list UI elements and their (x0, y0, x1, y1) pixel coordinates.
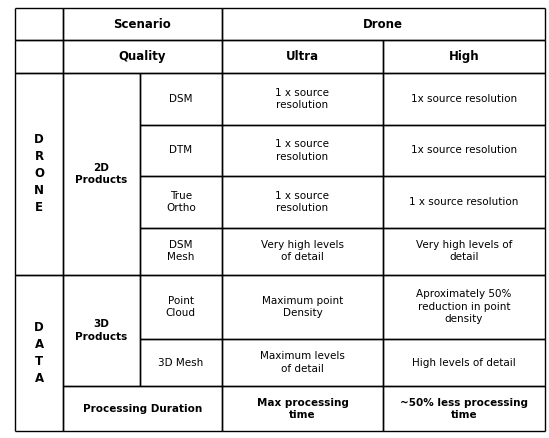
Text: High levels of detail: High levels of detail (412, 357, 516, 367)
Text: D
R
O
N
E: D R O N E (34, 133, 44, 214)
Text: D
A
T
A: D A T A (35, 321, 44, 385)
Text: 1 x source
resolution: 1 x source resolution (276, 88, 329, 110)
Text: Point
Cloud: Point Cloud (166, 296, 196, 318)
Text: Very high levels of
detail: Very high levels of detail (416, 240, 512, 262)
Text: 1 x source resolution: 1 x source resolution (409, 197, 519, 207)
Text: 1 x source
resolution: 1 x source resolution (276, 191, 329, 213)
Text: 1x source resolution: 1x source resolution (411, 94, 517, 104)
Text: Quality: Quality (119, 50, 166, 63)
Text: Processing Duration: Processing Duration (83, 404, 202, 414)
Text: 1x source resolution: 1x source resolution (411, 145, 517, 155)
Text: DSM
Mesh: DSM Mesh (167, 240, 194, 262)
Text: ~50% less processing
time: ~50% less processing time (400, 398, 528, 420)
Text: 1 x source
resolution: 1 x source resolution (276, 139, 329, 162)
Text: True
Ortho: True Ortho (166, 191, 195, 213)
Text: Very high levels
of detail: Very high levels of detail (261, 240, 344, 262)
Text: 3D Mesh: 3D Mesh (158, 357, 203, 367)
Text: DSM: DSM (169, 94, 193, 104)
Text: Scenario: Scenario (114, 18, 171, 31)
Text: 3D
Products: 3D Products (75, 319, 127, 342)
Text: Drone: Drone (363, 18, 403, 31)
Text: 2D
Products: 2D Products (75, 162, 127, 185)
Text: Aproximately 50%
reduction in point
density: Aproximately 50% reduction in point dens… (416, 290, 512, 324)
Text: Maximum point
Density: Maximum point Density (262, 296, 343, 318)
Text: Ultra: Ultra (286, 50, 319, 63)
Text: DTM: DTM (169, 145, 192, 155)
Text: Max processing
time: Max processing time (256, 398, 349, 420)
Text: High: High (449, 50, 479, 63)
Text: Maximum levels
of detail: Maximum levels of detail (260, 351, 345, 374)
